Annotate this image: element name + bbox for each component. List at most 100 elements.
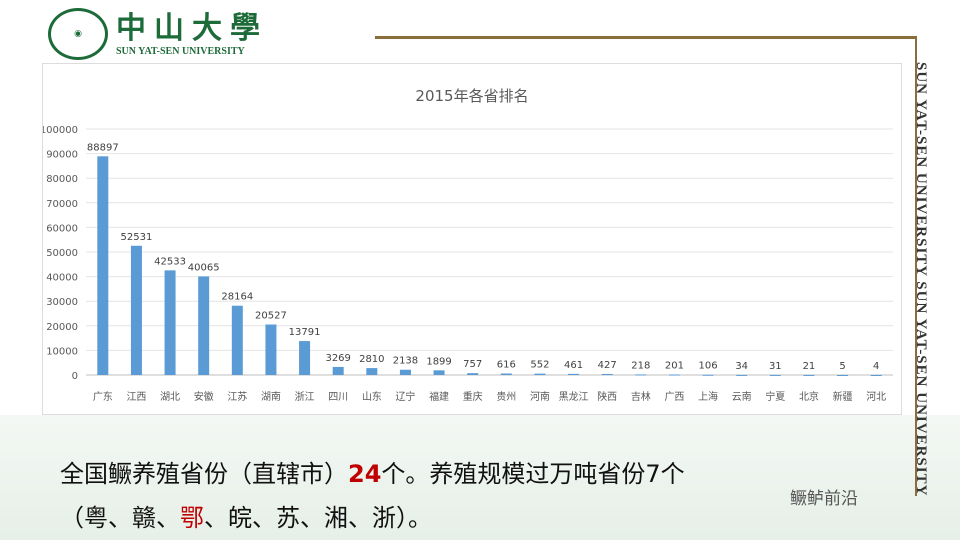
bar (769, 374, 781, 376)
bar (702, 374, 714, 376)
x-tick-label: 北京 (799, 390, 819, 403)
x-tick-label: 贵州 (496, 390, 516, 403)
university-logo: ◉ 中山大學 SUN YAT-SEN UNIVERSITY (48, 8, 268, 60)
bar (668, 374, 680, 376)
bar (803, 374, 815, 376)
caption-text: 个。养殖规模过万吨省份7个 (381, 460, 685, 488)
bar (601, 373, 613, 375)
logo-cn: 中山大學 (116, 10, 268, 46)
logo-en: SUN YAT-SEN UNIVERSITY (116, 45, 245, 57)
bar (534, 373, 546, 375)
y-tick-label: 90000 (46, 150, 78, 161)
bar (500, 373, 512, 375)
x-tick-label: 吉林 (631, 390, 651, 403)
data-label: 40065 (188, 262, 220, 273)
data-label: 20527 (255, 311, 287, 322)
x-tick-label: 黑龙江 (559, 390, 589, 403)
seal-icon: ◉ (48, 8, 108, 60)
bar (467, 373, 479, 375)
watermark: 鳜鲈前沿 (790, 489, 858, 509)
data-label: 757 (463, 359, 482, 370)
background-band (0, 415, 960, 540)
bar (164, 270, 176, 375)
data-label: 13791 (289, 327, 321, 338)
data-label: 88897 (87, 142, 119, 153)
caption: 全国鳜养殖省份（直辖市）24个。养殖规模过万吨省份7个 （粤、赣、鄂、皖、苏、湘… (60, 452, 910, 540)
x-tick-label: 重庆 (463, 390, 483, 403)
x-tick-label: 浙江 (295, 391, 315, 403)
y-tick-label: 40000 (46, 273, 78, 284)
y-tick-label: 30000 (46, 297, 78, 308)
data-label: 3269 (325, 353, 350, 364)
data-label: 31 (769, 361, 782, 372)
chart: 2015年各省排名 0 10000 20000 30000 40000 50000 60000… (40, 63, 902, 415)
bar (399, 369, 411, 375)
bar (568, 373, 580, 375)
x-tick-label: 云南 (732, 390, 752, 403)
x-tick-label: 江西 (126, 391, 146, 403)
x-tick-label: 新疆 (833, 390, 853, 403)
data-label: 218 (631, 360, 650, 371)
y-tick-label: 70000 (46, 199, 78, 210)
x-tick-label: 河南 (530, 390, 550, 403)
y-tick-label: 20000 (46, 322, 78, 333)
caption-text: 全国鳜养殖省份（直辖市） (60, 460, 348, 488)
data-label: 201 (665, 361, 684, 372)
side-text: SUN YAT-SEN UNIVERSITY SUN YAT-SEN UNIVE… (913, 62, 929, 497)
data-label: 106 (699, 361, 718, 372)
data-label: 2138 (393, 356, 418, 367)
chart-title: 2015年各省排名 (415, 87, 528, 105)
data-label: 1899 (426, 356, 451, 367)
data-label: 42533 (154, 256, 186, 267)
x-tick-label: 广西 (664, 391, 684, 403)
bar (870, 374, 882, 376)
x-tick-label: 陕西 (597, 390, 617, 403)
data-label: 28164 (221, 292, 253, 303)
bar (366, 368, 378, 375)
x-tick-label: 宁夏 (765, 390, 785, 403)
bar (299, 341, 311, 375)
y-tick-label: 80000 (46, 174, 78, 185)
data-label: 616 (497, 359, 516, 370)
y-tick-label: 0 (72, 371, 78, 382)
y-tick-label: 50000 (46, 248, 78, 259)
x-tick-label: 湖南 (261, 390, 281, 403)
bar (635, 374, 647, 376)
x-tick-label: 福建 (429, 390, 449, 403)
x-tick-label: 上海 (698, 390, 718, 403)
bar (265, 324, 277, 375)
bar (231, 305, 243, 375)
y-tick-label: 100000 (43, 125, 78, 136)
bar (332, 366, 344, 375)
data-label: 427 (598, 360, 617, 371)
caption-text: （粤、赣、 (60, 504, 180, 532)
divider-vertical (915, 36, 917, 496)
bar (130, 245, 142, 375)
divider (375, 36, 915, 39)
caption-number: 24 (348, 460, 382, 488)
chart-svg: 2015年各省排名 0 10000 20000 30000 40000 50000 60000… (40, 87, 893, 403)
x-tick-label: 四川 (328, 392, 348, 403)
data-label: 2810 (359, 354, 384, 365)
data-label: 552 (530, 360, 549, 371)
bar (837, 374, 849, 376)
data-label: 34 (735, 361, 748, 372)
x-tick-label: 河北 (866, 391, 886, 403)
bar (198, 276, 210, 375)
caption-highlight: 鄂 (180, 504, 204, 532)
data-label: 4 (873, 361, 879, 372)
bar (736, 374, 748, 376)
caption-text: 、皖、苏、湘、浙）。 (204, 504, 432, 532)
x-tick-label: 辽宁 (395, 390, 415, 403)
x-tick-label: 山东 (362, 390, 382, 403)
x-tick-label: 广东 (93, 390, 113, 403)
data-label: 461 (564, 360, 583, 371)
data-label: 52531 (121, 232, 153, 243)
data-label: 21 (803, 361, 816, 372)
y-tick-label: 10000 (46, 346, 78, 357)
bar (97, 156, 109, 375)
data-label: 5 (839, 361, 845, 372)
x-tick-label: 安徽 (194, 390, 214, 403)
y-tick-label: 60000 (46, 223, 78, 234)
bar (433, 370, 445, 375)
